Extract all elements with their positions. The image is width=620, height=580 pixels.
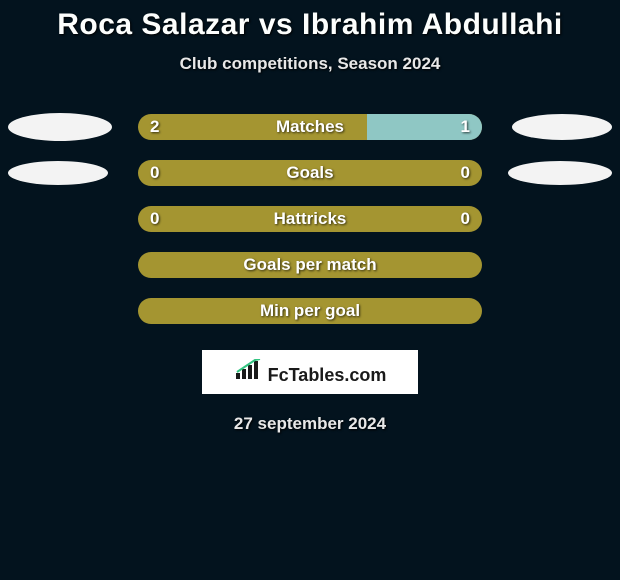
player-avatar-right xyxy=(508,161,612,185)
stat-bar: Min per goal xyxy=(138,298,482,324)
branding-box: FcTables.com xyxy=(202,350,418,394)
stat-row: Goals0 0 xyxy=(0,160,620,186)
player-avatar-left xyxy=(8,161,108,185)
stat-value-left: 0 xyxy=(150,163,159,183)
brand-logo: FcTables.com xyxy=(234,359,387,386)
snapshot-date: 27 september 2024 xyxy=(0,414,620,434)
stat-row: Min per goal xyxy=(0,298,620,324)
stat-rows: Matches21Goals00Hattricks00Goals per mat… xyxy=(0,114,620,324)
stat-value-right: 0 xyxy=(461,209,470,229)
subtitle: Club competitions, Season 2024 xyxy=(0,54,620,74)
stat-value-right: 1 xyxy=(461,117,470,137)
chart-icon xyxy=(234,359,262,381)
player-avatar-left xyxy=(8,113,112,141)
stat-label: Goals per match xyxy=(138,255,482,275)
brand-text: FcTables.com xyxy=(268,365,387,386)
stat-label: Goals xyxy=(138,163,482,183)
stat-row: Goals per match xyxy=(0,252,620,278)
stat-value-right: 0 xyxy=(461,163,470,183)
stat-bar: Matches2 1 xyxy=(138,114,482,140)
stat-label: Matches xyxy=(138,117,482,137)
stat-value-left: 2 xyxy=(150,117,159,137)
stat-row: Hattricks0 0 xyxy=(0,206,620,232)
stat-bar: Hattricks0 0 xyxy=(138,206,482,232)
stat-bar: Goals0 0 xyxy=(138,160,482,186)
comparison-infographic: Roca Salazar vs Ibrahim Abdullahi Club c… xyxy=(0,0,620,434)
stat-label: Min per goal xyxy=(138,301,482,321)
page-title: Roca Salazar vs Ibrahim Abdullahi xyxy=(0,8,620,42)
stat-value-left: 0 xyxy=(150,209,159,229)
stat-row: Matches2 1 xyxy=(0,114,620,140)
stat-bar: Goals per match xyxy=(138,252,482,278)
stat-label: Hattricks xyxy=(138,209,482,229)
player-avatar-right xyxy=(512,114,612,140)
